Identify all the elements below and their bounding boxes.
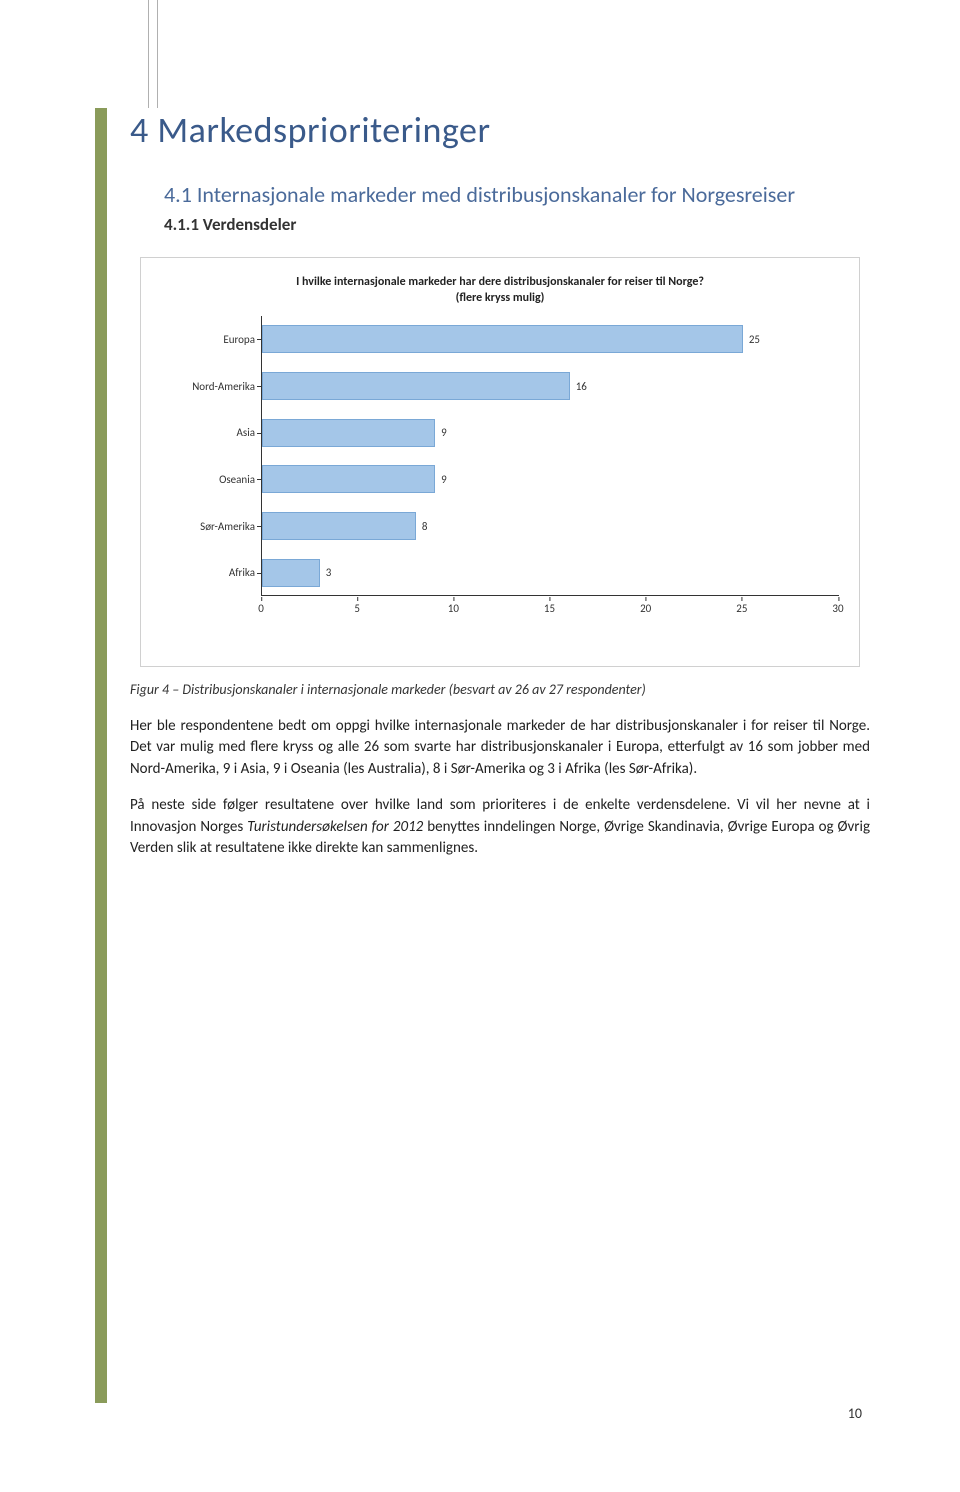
chart-title: I hvilke internasjonale markeder har der…: [161, 274, 839, 306]
heading-2: 4.1 Internasjonale markeder med distribu…: [164, 180, 870, 210]
bar-row: 3: [262, 559, 331, 587]
bar: [262, 325, 743, 353]
bar-row: 25: [262, 325, 760, 353]
bar-value-label: 3: [326, 566, 332, 579]
bar-value-label: 16: [576, 380, 587, 393]
x-tick: 25: [736, 602, 747, 615]
x-tick: 0: [258, 602, 264, 615]
bar-value-label: 8: [422, 520, 428, 533]
body-paragraph-1: Her ble respondentene bedt om oppgi hvil…: [130, 716, 870, 781]
bar-row: 8: [262, 512, 427, 540]
page-content: 4 Markedsprioriteringer 4.1 Internasjona…: [130, 108, 870, 874]
y-label: Nord-Amerika: [161, 381, 255, 392]
bar: [262, 512, 416, 540]
chart-title-line1: I hvilke internasjonale markeder har der…: [161, 274, 839, 290]
page-number: 10: [848, 1405, 862, 1422]
y-label: Asia: [161, 427, 255, 438]
y-label: Oseania: [161, 474, 255, 485]
y-label: Europa: [161, 334, 255, 345]
left-margin-rule: [148, 0, 158, 108]
bar-value-label: 9: [441, 426, 447, 439]
bar-row: 9: [262, 419, 447, 447]
para2-italic: Turistundersøkelsen for 2012: [247, 818, 423, 836]
bar: [262, 419, 435, 447]
bar-value-label: 25: [749, 333, 760, 346]
chart-x-axis: 051015202530: [261, 596, 839, 621]
body-paragraph-2: På neste side følger resultatene over hv…: [130, 795, 870, 860]
chart-container: I hvilke internasjonale markeder har der…: [140, 257, 860, 667]
bar-row: 16: [262, 372, 587, 400]
x-tick: 20: [640, 602, 651, 615]
bar: [262, 372, 570, 400]
x-tick: 10: [448, 602, 459, 615]
left-accent-bar: [95, 108, 107, 1403]
chart-plot: 25 16 9 9 8 3: [261, 316, 839, 596]
x-tick: 30: [832, 602, 843, 615]
heading-1: 4 Markedsprioriteringer: [130, 108, 870, 152]
x-tick: 5: [354, 602, 360, 615]
heading-3: 4.1.1 Verdensdeler: [164, 214, 870, 235]
chart-plot-area: Europa Nord-Amerika Asia Oseania Sør-Ame…: [161, 316, 839, 636]
chart-title-line2: (flere kryss mulig): [161, 290, 839, 306]
bar: [262, 465, 435, 493]
bar-row: 9: [262, 465, 447, 493]
chart-y-labels: Europa Nord-Amerika Asia Oseania Sør-Ame…: [161, 316, 261, 596]
bar-value-label: 9: [441, 473, 447, 486]
figure-caption: Figur 4 – Distribusjonskanaler i interna…: [130, 681, 870, 698]
y-label: Afrika: [161, 567, 255, 578]
y-label: Sør-Amerika: [161, 521, 255, 532]
x-tick: 15: [544, 602, 555, 615]
bar: [262, 559, 320, 587]
